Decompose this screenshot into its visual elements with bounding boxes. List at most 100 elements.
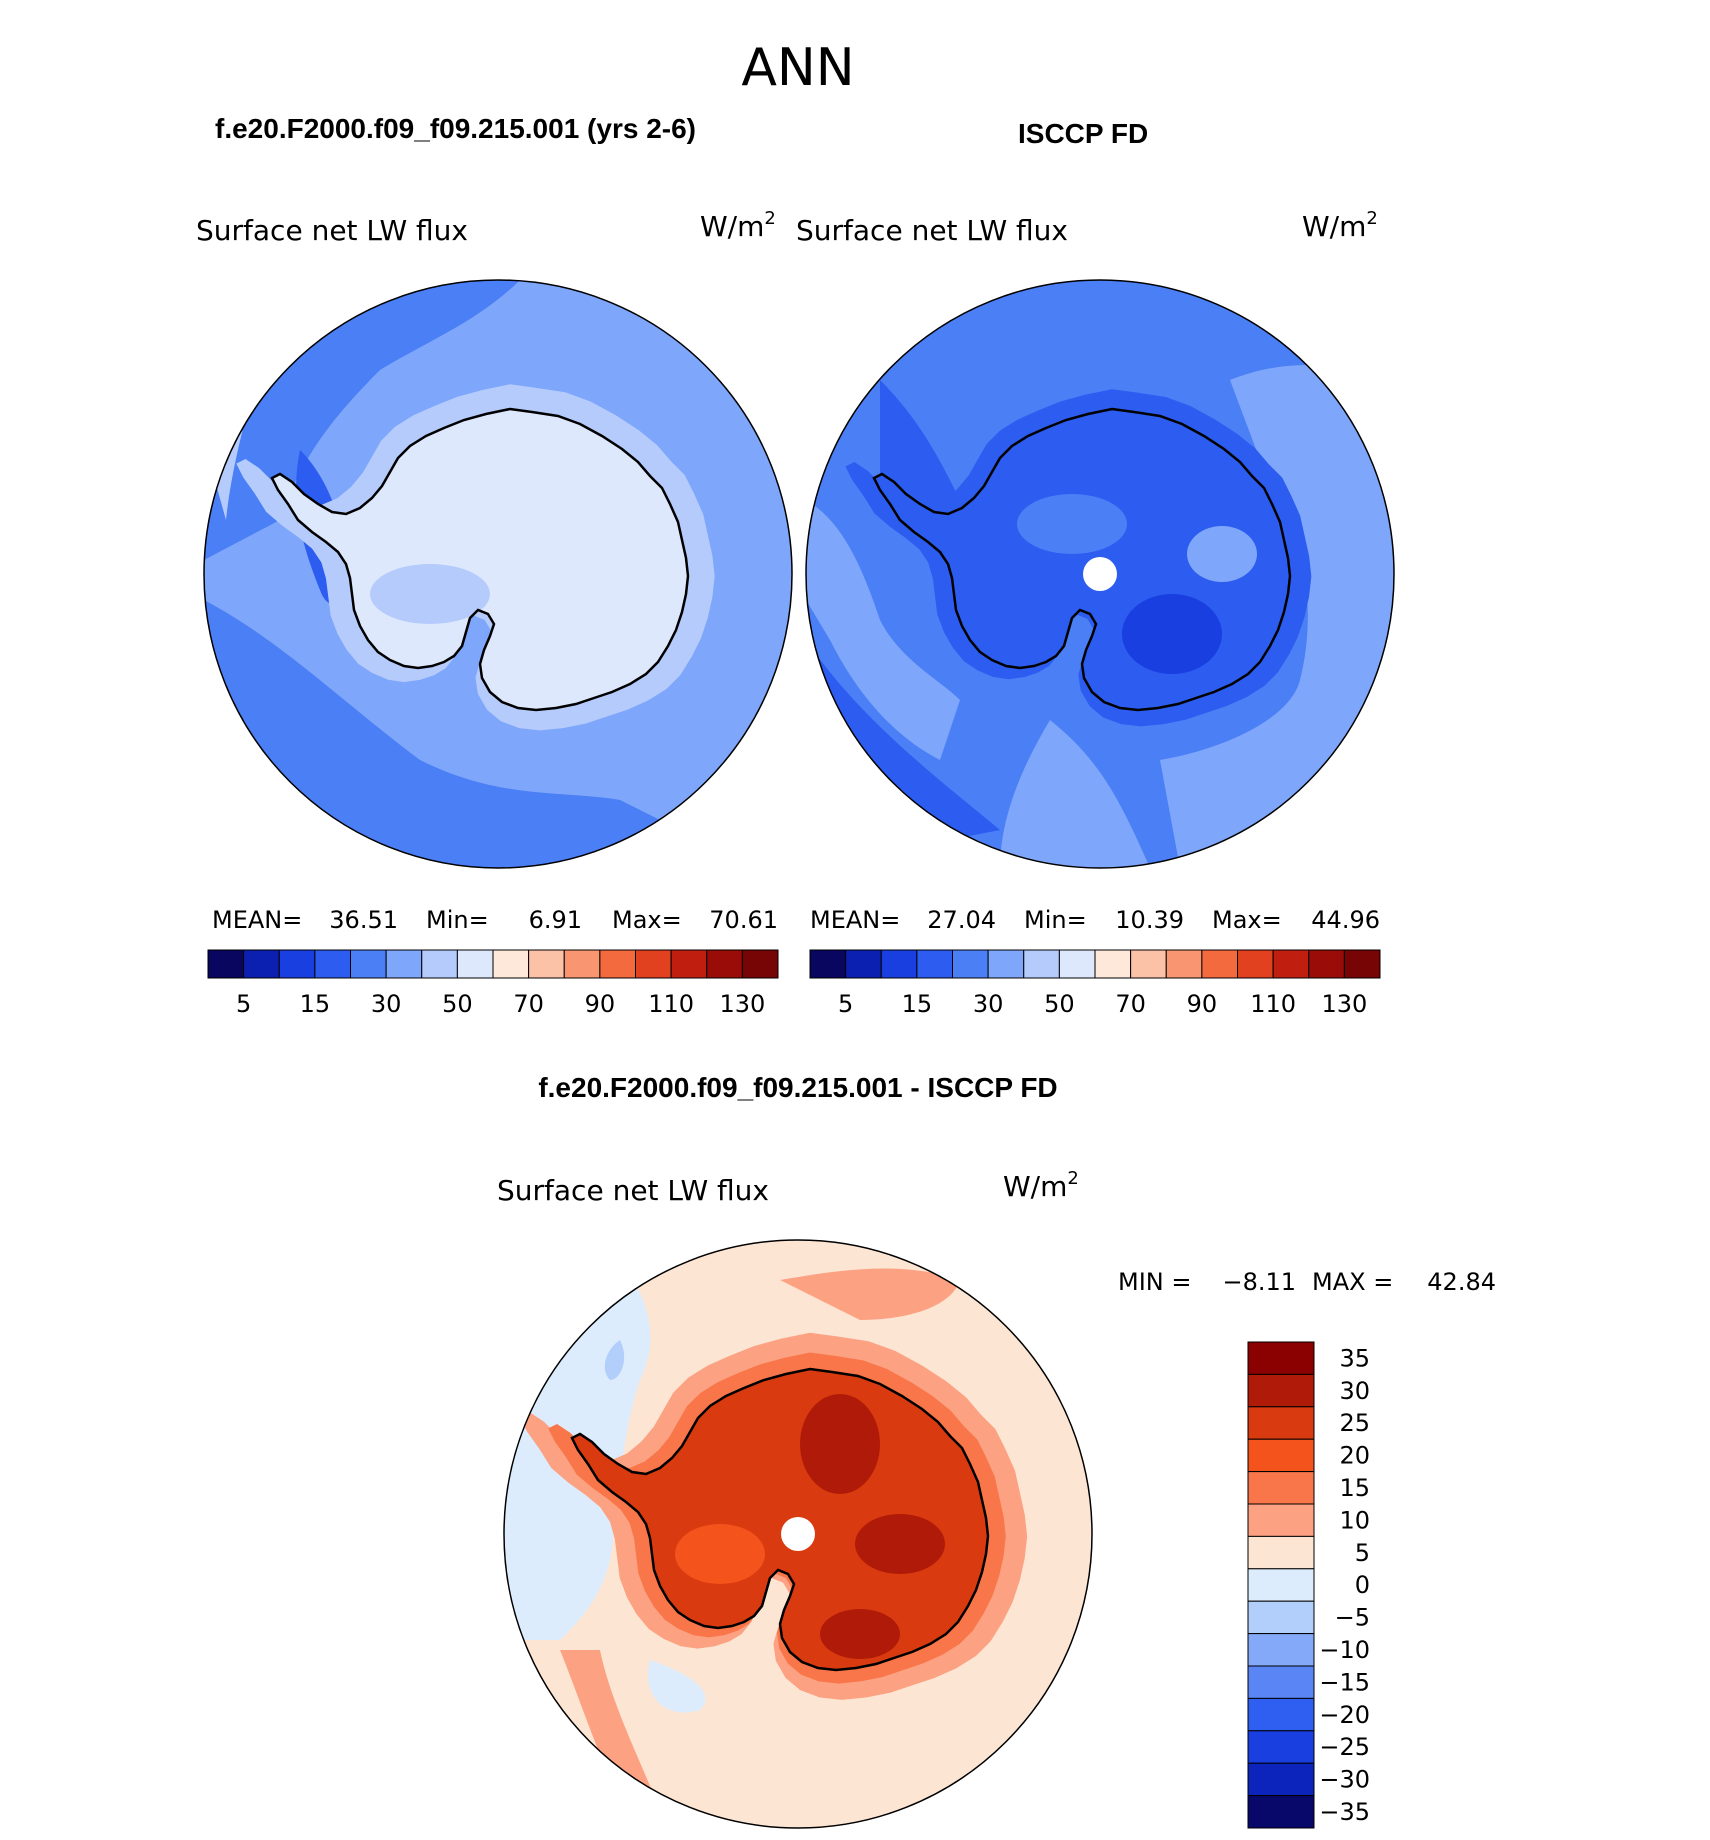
page-title: ANN [741, 38, 854, 98]
obs-variable-label: Surface net LW flux [796, 214, 1068, 247]
model-colorbar-swatch [706, 949, 743, 979]
diff-colorbar-tick-label: 10 [1339, 1506, 1370, 1534]
model-colorbar-swatch [741, 949, 779, 979]
model-stat-mean: 36.51 [329, 906, 398, 934]
model-map-ice-patch [370, 564, 490, 624]
model-colorbar-tick-label: 30 [371, 990, 402, 1018]
diff-colorbar-tick-label: −30 [1319, 1766, 1370, 1794]
diff-map-ice-max-south [820, 1609, 900, 1659]
diff-colorbar-swatch [1247, 1665, 1315, 1699]
obs-map-ice-patch-dark [1122, 594, 1222, 674]
diff-stat-min-label: MIN = [1118, 1268, 1191, 1296]
model-colorbar-swatch [528, 949, 565, 979]
diff-colorbar-tick-label: 30 [1339, 1377, 1370, 1405]
model-map [204, 280, 792, 868]
obs-colorbar-swatch [1308, 949, 1345, 979]
model-stat-mean-label: MEAN= [212, 906, 302, 934]
obs-colorbar-swatch [1130, 949, 1167, 979]
obs-colorbar-swatch [1023, 949, 1060, 979]
model-units-label: W/m2 [700, 208, 776, 243]
diff-stat-max: 42.84 [1427, 1268, 1496, 1296]
obs-colorbar-swatch [1094, 949, 1132, 979]
obs-colorbar-swatch [916, 949, 953, 979]
model-stat-min-label: Min= [426, 906, 489, 934]
model-colorbar-swatch [599, 949, 636, 979]
obs-panel: ISCCP FD Surface net LW flux W/m2 MEAN= … [796, 118, 1395, 1018]
diff-panel: f.e20.F2000.f09_f09.215.001 - ISCCP FD S… [497, 1072, 1496, 1829]
diff-colorbar-swatch [1247, 1795, 1315, 1829]
obs-map-ice-patch-light [1187, 526, 1257, 582]
obs-colorbar-swatch [1201, 949, 1238, 979]
obs-map-band-left-light [806, 500, 960, 760]
model-stat-max-label: Max= [612, 906, 682, 934]
diff-map-ice-lesser-west [675, 1524, 765, 1584]
obs-stat-min-label: Min= [1024, 906, 1087, 934]
model-colorbar-swatch [314, 949, 351, 979]
obs-stat-mean-label: MEAN= [810, 906, 900, 934]
model-colorbar-swatch [278, 949, 316, 979]
obs-colorbar-swatch [1272, 949, 1310, 979]
obs-colorbar-tick-label: 130 [1321, 990, 1367, 1018]
obs-colorbar-tick-label: 90 [1187, 990, 1218, 1018]
diff-colorbar-swatch [1247, 1471, 1315, 1505]
obs-colorbar-tick-label: 110 [1250, 990, 1296, 1018]
obs-colorbar-swatch [845, 949, 882, 979]
obs-map-band-bottom-light [1000, 720, 1150, 868]
diff-colorbar-tick-label: −15 [1319, 1668, 1370, 1696]
obs-stat-min: 10.39 [1115, 906, 1184, 934]
diff-colorbar-tick-label: 5 [1355, 1539, 1370, 1567]
model-colorbar-swatch [670, 949, 708, 979]
model-colorbar-tick-label: 15 [300, 990, 331, 1018]
model-colorbar-tick-label: 50 [442, 990, 473, 1018]
model-colorbar-swatch [243, 949, 280, 979]
diff-map-border [503, 1239, 1093, 1829]
diff-panel-header: f.e20.F2000.f09_f09.215.001 - ISCCP FD [538, 1072, 1057, 1103]
diff-map-band-south-positive [560, 1650, 660, 1810]
model-map-border [203, 279, 793, 869]
diff-map-band-south-negative [648, 1660, 706, 1713]
diff-map-pole-mask [781, 1517, 815, 1551]
obs-colorbar-swatch [880, 949, 918, 979]
diff-colorbar-tick-label: 35 [1339, 1344, 1370, 1372]
model-colorbar-swatch [421, 949, 458, 979]
model-colorbar-swatch [635, 949, 672, 979]
diff-units-label: W/m2 [1003, 1168, 1079, 1203]
diff-colorbar-swatch [1247, 1600, 1315, 1635]
obs-colorbar-tick-label: 70 [1115, 990, 1146, 1018]
diff-colorbar-tick-label: −5 [1335, 1604, 1370, 1632]
model-stat-min: 6.91 [529, 906, 582, 934]
diff-colorbar-tick-label: −25 [1319, 1733, 1370, 1761]
diff-map-band-west-negative-dark [604, 1340, 625, 1380]
obs-stat-max-label: Max= [1212, 906, 1282, 934]
obs-colorbar-swatch [987, 949, 1025, 979]
model-colorbar-swatch [492, 949, 530, 979]
obs-colorbar: 5 15 30 50 70 90 110 130 [809, 949, 1381, 1018]
obs-colorbar-tick-label: 50 [1044, 990, 1075, 1018]
diff-variable-label: Surface net LW flux [497, 1174, 769, 1207]
obs-colorbar-swatch [1058, 949, 1096, 979]
diff-map-ice-max-east [855, 1514, 945, 1574]
diff-colorbar: 35 30 25 20 15 10 5 0 −5 −10 −15 −20 −25 −30 −35 [1247, 1341, 1370, 1829]
diff-colorbar-swatch [1247, 1373, 1315, 1408]
model-colorbar-tick-label: 90 [585, 990, 616, 1018]
model-colorbar-tick-label: 110 [648, 990, 694, 1018]
obs-colorbar-swatch [809, 949, 847, 979]
diff-colorbar-tick-label: 0 [1355, 1571, 1370, 1599]
diff-colorbar-swatch [1247, 1341, 1315, 1375]
obs-colorbar-tick-label: 5 [838, 990, 853, 1018]
diff-colorbar-tick-label: −35 [1319, 1798, 1370, 1826]
model-colorbar-tick-label: 5 [236, 990, 251, 1018]
diff-map [504, 1240, 1092, 1828]
model-panel: f.e20.F2000.f09_f09.215.001 (yrs 2-6) Su… [196, 113, 793, 1018]
diff-colorbar-swatch [1247, 1762, 1315, 1797]
diff-colorbar-tick-label: 25 [1339, 1409, 1370, 1437]
obs-colorbar-swatch [1343, 949, 1381, 979]
diff-colorbar-swatch [1247, 1697, 1315, 1732]
model-colorbar-swatch [385, 949, 423, 979]
model-colorbar-swatch [456, 949, 494, 979]
obs-colorbar-tick-label: 30 [973, 990, 1004, 1018]
obs-units-label: W/m2 [1302, 208, 1378, 243]
obs-map-band-right-light [1160, 365, 1394, 868]
obs-map-band-upper-left-dark [880, 380, 960, 514]
obs-map-ice-patch-mid [1017, 494, 1127, 554]
